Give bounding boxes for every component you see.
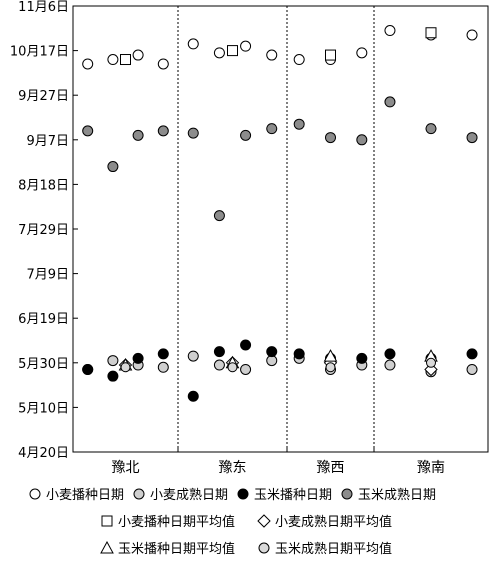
legend-row: 小麦播种日期 小麦成熟日期 玉米播种日期 玉米成熟日期 (28, 484, 444, 503)
avg-maize-sow-point (323, 349, 338, 362)
y-tick-label: 7月29日 (18, 223, 69, 238)
legend-label: 小麦播种日期 (46, 488, 125, 503)
legend-label: 玉米成熟日期平均值 (275, 542, 393, 557)
legend-label: 玉米播种日期平均值 (118, 542, 236, 557)
avg-wheat-sow-point (120, 54, 131, 66)
legend-item: 玉米成熟日期平均值 (257, 538, 392, 557)
legend-item: 小麦播种日期平均值 (100, 511, 235, 530)
legend-item: 玉米播种日期平均值 (100, 538, 235, 557)
wheat-sow-point (466, 29, 478, 41)
legend-marker-icon (237, 488, 249, 499)
maize-mature-point (266, 123, 278, 135)
wheat-sow-point (187, 38, 199, 50)
maize-mature-point (356, 134, 368, 146)
maize-mature-point (82, 125, 94, 137)
x-tick-label: 豫东 (219, 460, 247, 476)
legend-item: 小麦成熟日期平均值 (257, 511, 392, 530)
wheat-sow-point (82, 58, 94, 70)
chart-legend: 小麦播种日期 小麦成熟日期 玉米播种日期 玉米成熟日期小麦播种日期平均值 小麦成熟日期平… (0, 480, 494, 561)
maize-sow-point (240, 339, 252, 351)
legend-marker-icon (100, 540, 114, 553)
avg-wheat-sow-point (325, 49, 336, 61)
x-tick-label: 豫南 (417, 460, 445, 476)
y-tick-label: 11月6日 (18, 0, 69, 15)
maize-mature-point (384, 96, 396, 108)
legend-marker-icon (257, 513, 271, 528)
wheat-mature-point (107, 355, 119, 367)
y-tick-label: 5月30日 (18, 357, 69, 372)
maize-mature-point (325, 132, 336, 144)
legend-marker-icon (29, 488, 41, 499)
x-tick-label: 豫西 (317, 460, 345, 476)
wheat-sow-point (157, 58, 169, 70)
wheat-sow-point (356, 47, 368, 59)
maize-mature-point (107, 161, 119, 173)
maize-sow-point (384, 348, 396, 360)
y-tick-label: 8月18日 (18, 178, 69, 193)
y-tick-label: 6月19日 (18, 312, 69, 327)
x-tick-label: 豫北 (112, 460, 140, 476)
avg-wheat-sow-point (425, 27, 437, 39)
maize-sow-point (107, 370, 119, 382)
y-tick-label: 9月27日 (18, 89, 69, 104)
avg-maize-mature-point (426, 357, 436, 368)
legend-label: 玉米播种日期 (254, 488, 333, 503)
legend-marker-icon (101, 515, 113, 526)
maize-mature-point (187, 127, 199, 139)
avg-maize-mature-point (227, 362, 238, 373)
legend-item: 玉米播种日期 (236, 484, 332, 503)
legend-marker-icon (133, 488, 145, 499)
plot-frame (72, 5, 489, 453)
wheat-mature-point (466, 363, 478, 375)
legend-row: 小麦播种日期平均值 小麦成熟日期平均值 (100, 511, 414, 530)
legend-marker-icon (341, 488, 353, 499)
maize-sow-point (132, 352, 144, 364)
maize-mature-point (132, 129, 144, 141)
maize-sow-point (82, 363, 94, 375)
avg-wheat-sow-point (227, 45, 238, 57)
legend-label: 玉米成熟日期 (358, 488, 437, 503)
maize-sow-point (293, 348, 305, 360)
legend-item: 玉米成熟日期 (340, 484, 436, 503)
maize-sow-point (187, 390, 199, 402)
legend-label: 小麦成熟日期平均值 (275, 515, 393, 530)
y-tick-label: 7月9日 (26, 268, 69, 283)
wheat-sow-point (132, 49, 144, 61)
scatter-chart: 11月6日 10月17日 9月27日 9月7日 8月18日 7月29日 7月9日 6月19日 5… (10, 0, 489, 476)
y-tick-label: 9月7日 (26, 134, 69, 149)
wheat-sow-point (266, 49, 278, 61)
legend-item: 小麦成熟日期 (132, 484, 228, 503)
maize-sow-point (356, 352, 368, 364)
maize-sow-point (213, 346, 225, 358)
legend-row: 玉米播种日期平均值 玉米成熟日期平均值 (100, 538, 414, 557)
wheat-mature-point (240, 363, 252, 375)
wheat-sow-point (293, 54, 305, 66)
legend-item: 小麦播种日期 (28, 484, 124, 503)
y-tick-label: 10月17日 (10, 45, 69, 60)
maize-mature-point (213, 210, 225, 222)
maize-mature-point (157, 125, 169, 137)
maize-mature-point (425, 123, 437, 135)
maize-mature-point (293, 118, 305, 130)
wheat-mature-point (187, 350, 199, 362)
maize-mature-point (466, 132, 478, 144)
avg-maize-mature-point (325, 362, 336, 373)
wheat-mature-point (157, 361, 169, 373)
legend-marker-icon (258, 542, 270, 553)
maize-sow-point (157, 348, 169, 360)
maize-mature-point (240, 129, 252, 141)
legend-label: 小麦成熟日期 (150, 488, 229, 503)
wheat-sow-point (107, 54, 119, 66)
wheat-sow-point (384, 25, 396, 37)
avg-maize-mature-point (120, 362, 131, 373)
maize-sow-point (466, 348, 478, 360)
y-tick-label: 4月20日 (18, 446, 69, 461)
wheat-mature-point (213, 359, 225, 371)
maize-sow-point (266, 346, 278, 358)
legend-label: 小麦播种日期平均值 (118, 515, 236, 530)
wheat-sow-point (213, 47, 225, 59)
wheat-sow-point (240, 40, 252, 52)
wheat-mature-point (384, 359, 396, 371)
y-tick-label: 5月10日 (18, 401, 69, 416)
